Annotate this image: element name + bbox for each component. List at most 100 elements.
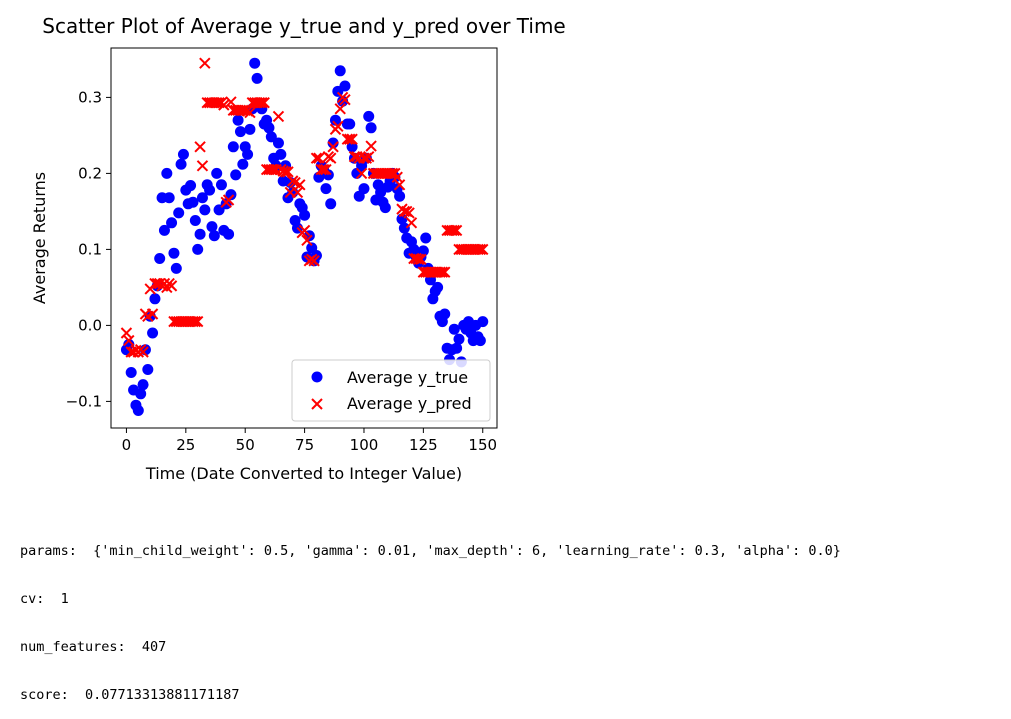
point-y-pred: [301, 234, 313, 246]
point-y-true: [420, 232, 432, 244]
x-tick-label: 50: [236, 436, 255, 454]
point-y-true: [232, 114, 244, 126]
point-y-pred: [199, 57, 211, 69]
point-y-true: [365, 122, 377, 134]
point-y-pred: [196, 160, 209, 172]
point-y-pred: [317, 163, 330, 176]
point-y-true: [272, 137, 284, 149]
point-y-pred: [120, 327, 133, 339]
point-y-pred: [472, 243, 484, 256]
point-y-true: [223, 228, 235, 240]
point-y-pred: [393, 179, 406, 191]
point-y-true: [230, 169, 242, 181]
console-line-cv: cv: 1: [20, 591, 69, 607]
point-y-pred: [315, 163, 327, 176]
point-y-pred: [279, 166, 292, 178]
y-tick-label: 0.1: [78, 240, 102, 258]
y-tick-label: 0.2: [78, 164, 102, 182]
point-y-pred: [165, 280, 178, 292]
chart-title: Scatter Plot of Average y_true and y_pre…: [42, 14, 566, 38]
point-y-pred: [189, 315, 202, 328]
point-y-true: [204, 184, 216, 196]
x-tick-label: 75: [295, 436, 314, 454]
point-y-true: [394, 190, 406, 202]
point-y-true: [249, 57, 261, 69]
point-y-true: [196, 192, 208, 204]
point-y-true: [237, 158, 249, 170]
y-axis-label: Average Returns: [30, 172, 49, 304]
y-axis-ticks: −0.1 0.0 0.1 0.2 0.3: [66, 88, 111, 410]
x-tick-label: 0: [122, 436, 132, 454]
legend-label-y-true: Average y_true: [347, 368, 468, 388]
point-y-true: [299, 209, 311, 221]
point-y-true: [173, 207, 185, 219]
point-y-pred: [434, 266, 446, 278]
point-y-true: [199, 204, 211, 216]
point-y-true: [244, 123, 256, 135]
point-y-pred: [405, 217, 418, 229]
point-y-pred: [341, 133, 354, 145]
point-y-true: [175, 158, 187, 170]
y-tick-label: 0.0: [78, 316, 102, 334]
legend: Average y_true Average y_pred: [291, 359, 491, 422]
x-axis-label: Time (Date Converted to Integer Value): [145, 464, 462, 483]
point-y-pred: [265, 163, 278, 176]
point-y-true: [142, 363, 154, 375]
point-y-true: [474, 335, 486, 347]
point-y-true: [251, 72, 263, 84]
x-tick-label: 125: [409, 436, 438, 454]
point-y-true: [149, 293, 161, 305]
plot-area-frame: [110, 47, 498, 429]
point-y-true: [329, 114, 341, 126]
point-y-true: [192, 243, 204, 255]
point-y-pred: [436, 266, 449, 278]
point-y-pred: [344, 133, 356, 145]
point-y-pred: [477, 243, 489, 256]
point-y-true: [215, 179, 227, 191]
point-y-pred: [256, 97, 268, 109]
point-y-true: [334, 65, 346, 77]
point-y-pred: [258, 97, 270, 109]
point-y-pred: [222, 194, 235, 206]
point-y-pred: [474, 243, 487, 256]
point-y-pred: [282, 166, 294, 178]
legend-marker-y-true: [311, 371, 323, 383]
point-y-true: [206, 221, 218, 233]
point-y-true: [263, 122, 275, 134]
legend-label-y-pred: Average y_pred: [347, 394, 472, 414]
point-y-pred: [365, 140, 377, 152]
point-y-true: [344, 118, 356, 130]
point-y-pred: [403, 207, 415, 219]
point-y-true: [208, 230, 220, 242]
y-tick-label: 0.3: [78, 88, 102, 106]
point-y-pred: [339, 93, 351, 106]
x-tick-label: 25: [176, 436, 195, 454]
point-y-pred: [412, 253, 425, 265]
console-line-num-features: num_features: 407: [20, 639, 167, 655]
point-y-pred: [332, 120, 344, 132]
point-y-true: [189, 215, 201, 227]
point-y-pred: [137, 346, 149, 358]
point-y-pred: [327, 141, 339, 153]
point-y-pred: [310, 152, 323, 164]
point-y-true: [398, 222, 410, 234]
point-y-true: [168, 247, 180, 259]
point-y-true: [363, 110, 375, 122]
point-y-pred: [272, 110, 285, 123]
point-y-true: [477, 316, 489, 328]
legend-box: [291, 359, 491, 422]
point-y-true: [227, 141, 239, 153]
point-y-true: [432, 281, 444, 293]
point-y-true: [451, 342, 463, 354]
point-y-true: [242, 148, 254, 160]
x-tick-label: 150: [468, 436, 497, 454]
point-y-pred: [146, 308, 159, 320]
point-y-true: [327, 137, 339, 149]
point-y-pred: [355, 167, 368, 180]
point-y-pred: [448, 224, 460, 237]
point-y-true: [379, 202, 391, 214]
point-y-true: [439, 308, 451, 320]
point-y-true: [154, 253, 166, 265]
console-line-params: params: {'min_child_weight': 0.5, 'gamma…: [20, 543, 841, 559]
point-y-true: [275, 148, 287, 160]
